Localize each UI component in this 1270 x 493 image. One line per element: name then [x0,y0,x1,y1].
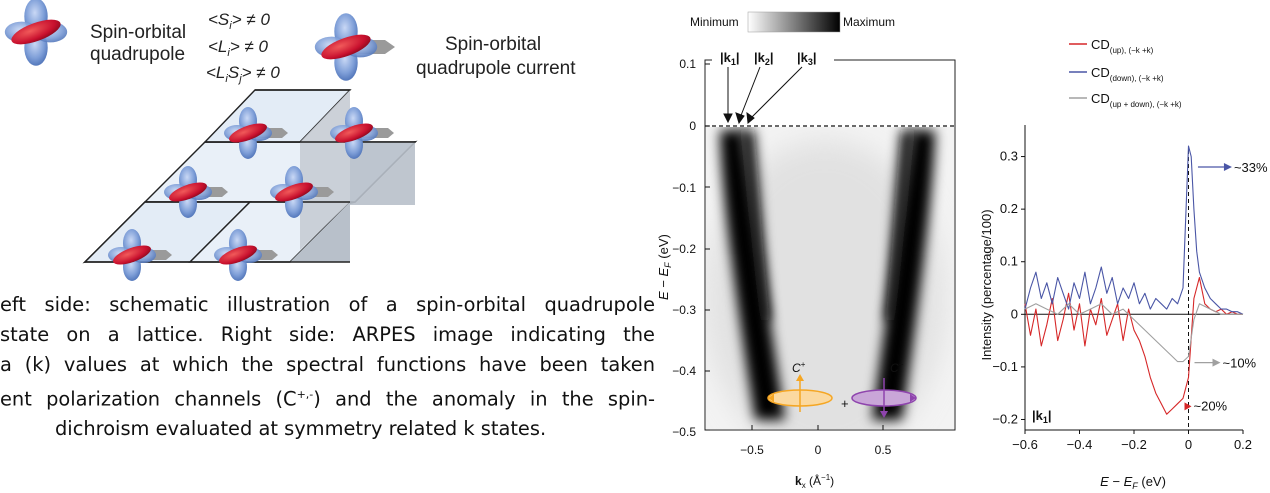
caption-line-2: state on a lattice. Right side: ARPES im… [0,323,655,346]
colorbar [747,11,841,33]
x-tick-label: −0.6 [1012,437,1038,452]
y-tick-label: 0 [1011,306,1018,321]
chart-xlabel: E − EF (eV) [1100,474,1166,491]
caption-line-3: a (k) values at which the spectral funct… [0,353,655,376]
k-arrows [723,66,803,125]
x-tick-label: 0 [1185,437,1192,452]
svg-text:0.1: 0.1 [679,57,696,71]
quadrupole-label-line1: Spin-orbital [90,22,186,43]
arpes-xlabel: kx (Å−1) [795,473,834,490]
polarization-right-icon [851,378,917,418]
chart-series [1024,145,1244,415]
x-tick-label: −0.4 [1067,437,1093,452]
current-label-line1: Spin-orbital [445,34,541,55]
colorbar-min-label: Minimum [690,15,739,29]
y-tick-label: 0.1 [1000,254,1018,269]
caption-line-5: dichroism evaluated at symmetry related … [55,417,547,441]
zero-line-group [1025,150,1243,430]
svg-text:~10%: ~10% [1223,356,1257,371]
x-tick-label: 0.2 [1234,437,1252,452]
y-tick-label: 0.3 [1000,149,1018,164]
quadrupole-orbital-icon [4,0,68,66]
k2-label: |k2| [754,50,774,67]
arpes-xticks: −0.5 0 0.5 [740,443,892,457]
current-orbital-icon [314,13,395,81]
arpes-figure: Minimum Maximum |k1| |k2| |k3| 0.1 0 −0.… [656,11,956,490]
y-tick-label: −0.2 [992,411,1018,426]
lattice-orbitals [108,107,394,281]
annotation-33: ~33% [1197,160,1268,175]
arpes-yticks: 0.1 0 −0.1 −0.2 −0.3 −0.4 −0.5 [672,57,696,439]
svg-text:−0.5: −0.5 [672,425,696,439]
caption-line-1: eft side: schematic illustration of a sp… [0,293,655,316]
caption-line-4a: ent polarization channels (C [0,387,297,411]
svg-text:−0.3: −0.3 [672,303,696,317]
series-cd-down [1024,145,1244,315]
k3-label: |k3| [797,50,817,67]
legend-label-up: CD(up), (−k +k) [1091,37,1154,55]
k-labels: |k1| |k2| |k3| [712,38,834,68]
figure-caption: eft side: schematic illustration of a sp… [0,290,655,444]
chart-legend: CD(up), (−k +k) CD(down), (−k +k) CD(up … [1069,37,1182,109]
chart-ylabel: Intensity (percentage/100) [979,209,994,360]
series-cd-up [1024,276,1243,415]
caption-line-4: ent polarization channels (C+,-) and the… [0,380,655,414]
svg-text:−0.4: −0.4 [672,364,696,378]
cd-chart: CD(up), (−k +k) CD(down), (−k +k) CD(up … [979,37,1268,491]
annotation-10: ~10% [1194,356,1257,371]
plus-sign: + [841,396,849,411]
x-tick-label: −0.2 [1121,437,1147,452]
y-tick-label: 0.2 [1000,201,1018,216]
series-cd-total [1024,303,1243,363]
svg-text:<Si> ≠ 0: <Si> ≠ 0 [208,10,270,32]
arpes-xtick-marks [751,425,884,430]
svg-text:−0.5: −0.5 [740,443,764,457]
polarization-left-icon [767,374,833,412]
current-label-line2: quadrupole current [416,58,576,79]
svg-text:−0.1: −0.1 [672,181,696,195]
legend-label-down: CD(down), (−k +k) [1091,65,1164,83]
caption-superscript: +,- [296,388,314,401]
svg-text:−0.2: −0.2 [672,242,696,256]
svg-text:0.5: 0.5 [875,443,892,457]
svg-text:~33%: ~33% [1234,160,1268,175]
polarization-right-label: C− [890,360,904,375]
arpes-ytick-marks [705,63,710,431]
expectation-values: <Si> ≠ 0 <Li> ≠ 0 <LiSj> ≠ 0 [206,10,280,85]
svg-text:<LiSj> ≠ 0: <LiSj> ≠ 0 [206,63,280,85]
panel-k1-label: |k1| [1032,408,1052,425]
svg-text:0: 0 [689,119,696,133]
legend-label-total: CD(up + down), (−k +k) [1091,91,1182,109]
svg-text:<Li> ≠ 0: <Li> ≠ 0 [208,37,269,59]
annotation-20: ~20% [1184,398,1228,413]
quadrupole-label-line2: quadrupole [90,44,185,65]
caption-line-4b: ) and the anomaly in the spin- [313,387,655,411]
polarization-left-label: C+ [792,360,806,375]
svg-text:~20%: ~20% [1194,398,1228,413]
k1-label: |k1| [720,50,740,67]
svg-text:0: 0 [815,443,822,457]
colorbar-max-label: Maximum [843,15,895,29]
chart-ticks: −0.6 −0.4 −0.2 0 0.2 0.3 0.2 0.1 0 −0.1 −0.2 [992,149,1252,452]
y-tick-label: −0.1 [992,359,1018,374]
schematic-figure: Spin-orbital quadrupole <Si> ≠ 0 <Li> ≠ … [4,0,576,281]
arpes-ylabel: E − EF (eV) [656,234,673,300]
